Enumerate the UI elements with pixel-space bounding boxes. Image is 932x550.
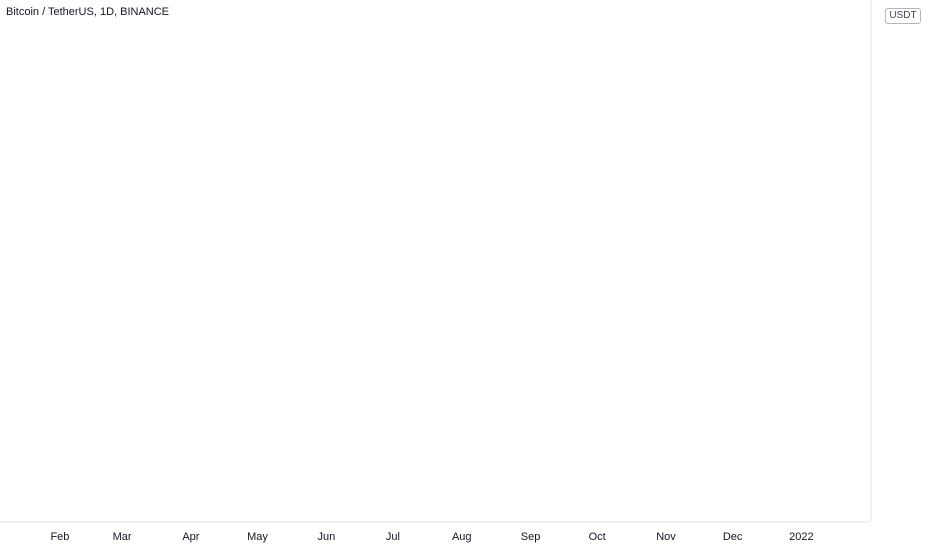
time-tick-label: Sep [521,531,541,543]
time-tick-label: May [247,531,268,543]
currency-badge[interactable]: USDT [885,8,921,24]
time-tick-label: Oct [589,531,606,543]
time-axis: Feb Mar Apr May Jun Jul Aug Sep Oct Nov Dec 2022 [50,531,813,543]
time-tick-label: Nov [656,531,676,543]
time-tick-label: Apr [182,531,199,543]
time-tick-label: Dec [723,531,743,543]
time-tick-label: Jun [317,531,335,543]
time-tick-label: 2022 [789,531,813,543]
time-tick-label: Aug [452,531,472,543]
time-tick-label: Mar [113,531,132,543]
symbol-title: Bitcoin / TetherUS, 1D, BINANCE [6,6,170,18]
time-tick-label: Feb [50,531,69,543]
time-tick-label: Jul [386,531,400,543]
